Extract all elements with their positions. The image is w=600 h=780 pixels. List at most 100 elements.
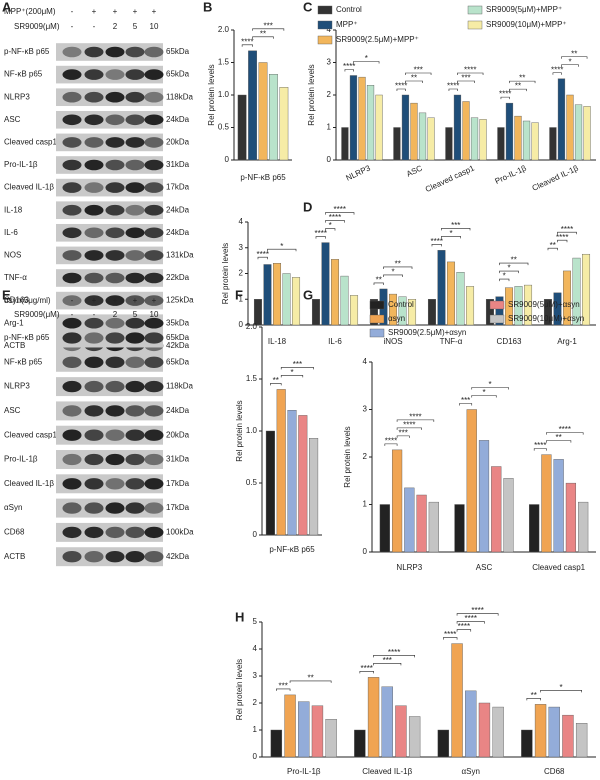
x-tick-label: Arg-1 — [557, 337, 577, 346]
protein-label: Cleaved casp1 — [4, 138, 57, 147]
protein-label: ACTB — [4, 341, 25, 350]
size-label: 24kDa — [166, 115, 190, 124]
blot-band — [62, 380, 82, 393]
legend-label: SR9009(2.5μM)+αsyn — [388, 328, 466, 337]
size-label: 24kDa — [166, 205, 190, 214]
x-tick-label: Cleaved IL-1β — [362, 767, 412, 776]
sig-bracket — [499, 262, 529, 266]
sig-bracket — [509, 88, 527, 92]
legend-label: MPP⁺ — [336, 20, 358, 29]
bar — [265, 430, 275, 536]
legend-swatch — [467, 20, 483, 30]
sig-bracket — [471, 387, 509, 390]
protein-label: Cleaved IL-1β — [4, 479, 54, 488]
size-label: 20kDa — [166, 138, 190, 147]
bar — [505, 102, 514, 161]
size-label: 31kDa — [166, 455, 190, 464]
bar — [418, 112, 427, 161]
x-tick-label: CD68 — [544, 767, 565, 776]
blot-band — [144, 453, 164, 466]
sig-bracket — [405, 72, 432, 75]
blot-band — [125, 317, 145, 329]
bar — [292, 277, 301, 326]
bar — [531, 122, 539, 161]
blot-band — [62, 69, 82, 80]
size-label: 35kDa — [166, 318, 190, 327]
bar — [349, 75, 358, 161]
blot-band — [125, 159, 145, 171]
lane-label: + — [133, 7, 138, 16]
x-tick-label: NLRP3 — [345, 163, 373, 182]
blot-band — [125, 182, 145, 193]
x-tick-label: p-NF-κB p65 — [269, 545, 315, 554]
bar — [521, 729, 533, 758]
sig-label: **** — [464, 66, 476, 75]
bar — [263, 264, 272, 326]
bar — [282, 273, 291, 326]
sig-label: *** — [279, 682, 288, 691]
blot-band — [125, 46, 145, 58]
sig-bracket — [509, 80, 536, 84]
x-tick-label: iNOS — [383, 337, 402, 346]
lane-label: + — [92, 296, 97, 305]
bar — [466, 286, 475, 326]
blot-band — [84, 137, 104, 148]
sig-bracket — [373, 282, 384, 285]
bar — [553, 459, 564, 553]
legend-label: SR9009(5μM)+αsyn — [508, 300, 580, 309]
y-tick-label: 1 — [363, 500, 368, 509]
y-tick-label: 4 — [253, 644, 258, 653]
x-tick-label: Cleaved casp1 — [424, 163, 476, 194]
sig-label: ** — [519, 74, 525, 83]
blot-band — [105, 317, 125, 329]
x-tick-label: Cleaved IL-1β — [531, 163, 580, 192]
lane-label: 2 — [113, 22, 118, 31]
legend-label: Control — [336, 5, 362, 14]
y-tick-label: 4 — [327, 25, 332, 34]
bar — [379, 504, 390, 553]
bar — [428, 501, 439, 553]
bar — [562, 714, 574, 758]
bar — [369, 299, 378, 326]
blot-band — [125, 204, 145, 216]
bar — [427, 117, 435, 161]
sig-label: ** — [556, 433, 562, 442]
size-label: 65kDa — [166, 47, 190, 56]
bar — [270, 729, 283, 758]
y-axis-label: Rel protein levels — [221, 243, 230, 304]
bar — [381, 686, 393, 758]
protein-label: αSyn — [4, 503, 22, 512]
bar — [284, 694, 296, 758]
sig-bracket — [499, 270, 519, 274]
blot-band — [144, 551, 164, 563]
blot-band — [125, 137, 145, 148]
bar — [408, 299, 417, 326]
bar — [311, 299, 320, 326]
legend-swatch — [369, 314, 385, 324]
lane-label: - — [71, 7, 74, 16]
lane-label: 10 — [150, 310, 159, 319]
bar — [404, 487, 415, 553]
sig-label: ** — [395, 260, 401, 269]
blot-band — [125, 114, 145, 126]
lane-label: - — [71, 310, 74, 319]
bar — [565, 482, 577, 553]
panel-letter: E — [2, 287, 11, 302]
sig-bracket — [557, 231, 577, 235]
bar — [358, 76, 366, 161]
legend-label: SR9009(5μM)+MPP⁺ — [486, 5, 562, 14]
treatment-label: MPP⁺(200μM) — [4, 7, 56, 16]
blot-band — [62, 114, 82, 126]
sig-bracket — [267, 248, 297, 252]
blot-band — [84, 502, 104, 514]
bar — [367, 677, 380, 758]
bar — [566, 94, 574, 161]
sig-bracket — [383, 274, 403, 277]
bar — [330, 259, 340, 326]
bar — [479, 119, 487, 161]
sig-bracket — [500, 96, 510, 100]
bar — [562, 270, 572, 326]
sig-bracket — [383, 266, 413, 269]
blot-band — [84, 478, 104, 490]
sig-label: ** — [376, 276, 382, 285]
